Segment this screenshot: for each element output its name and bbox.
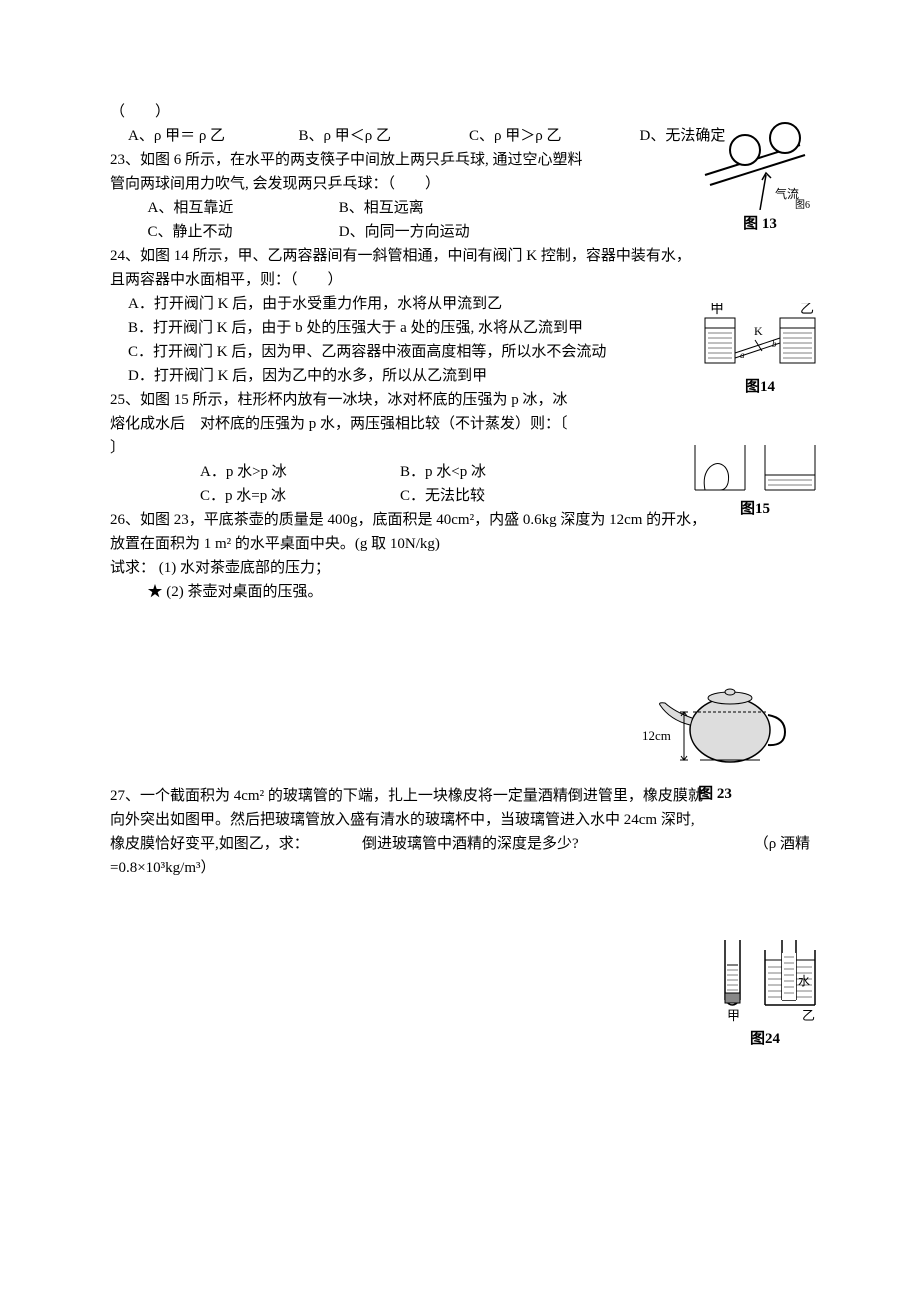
q23-opt-c: C、静止不动 [148, 220, 339, 244]
q26-line2: 放置在面积为 1 m² 的水平桌面中央。(g 取 10N/kg) [110, 532, 810, 556]
figure-23: 12cm 图 23 [640, 670, 790, 806]
q23-opt-a: A、相互靠近 [148, 196, 339, 220]
q23-opts-row2: C、静止不动 D、向同一方向运动 [110, 220, 530, 244]
figure-14-label: 图14 [700, 375, 820, 399]
figure-24: 甲 水 乙 图24 [710, 935, 820, 1051]
q27-l3c: （ρ 酒精 [656, 832, 810, 856]
figure-15-label: 图15 [690, 497, 820, 521]
q24-line2: 且两容器中水面相平，则：（ ） [110, 268, 810, 292]
q25-opts-row1: A．p 水>p 冰 B．p 水<p 冰 [110, 460, 600, 484]
figure-24-svg: 甲 水 乙 [710, 935, 820, 1025]
q25-opt-c: C．p 水=p 冰 [200, 484, 400, 508]
figure-15-svg [690, 445, 820, 495]
figure-24-label: 图24 [710, 1027, 820, 1051]
figure-13-label: 图 13 [700, 212, 820, 236]
prev-opt-c: C、ρ 甲＞ρ 乙 [469, 124, 640, 148]
q26-line3: 试求： (1) 水对茶壶底部的压力； [110, 556, 810, 580]
q25-opt-d: C．无法比较 [400, 484, 600, 508]
q25-opt-b: B．p 水<p 冰 [400, 460, 600, 484]
q23-opt-b: B、相互远离 [339, 196, 530, 220]
figure-15: 图15 [690, 445, 820, 521]
q25-opt-a: A．p 水>p 冰 [200, 460, 400, 484]
q27-line2: 向外突出如图甲。然后把玻璃管放入盛有清水的玻璃杯中，当玻璃管进入水中 24cm … [110, 808, 810, 832]
figure-23-label: 图 23 [640, 782, 790, 806]
q26-line4: ★ (2) 茶壶对桌面的压强。 [110, 580, 810, 604]
figure-13: 气流 图6 图 13 [700, 120, 820, 236]
svg-text:b: b [772, 339, 777, 349]
q24-line1: 24、如图 14 所示，甲、乙两容器间有一斜管相通，中间有阀门 K 控制，容器中… [110, 244, 810, 268]
svg-text:K: K [754, 324, 763, 338]
svg-text:甲: 甲 [710, 303, 724, 317]
q27-line4: =0.8×10³kg/m³） [110, 856, 810, 880]
figure-14: 甲 乙 K a b 图14 [700, 303, 820, 399]
q25-line2: 熔化成水后 对杯底的压强为 p 水，两压强相比较（不计蒸发）则：〔 [110, 412, 810, 436]
figure-13-svg: 气流 图6 [700, 120, 820, 210]
svg-text:12cm: 12cm [642, 728, 671, 743]
q23-opts-row1: A、相互靠近 B、相互远离 [110, 196, 530, 220]
prev-opt-b: B、ρ 甲＜ρ 乙 [299, 124, 470, 148]
svg-text:气流: 气流 [775, 186, 799, 201]
q23-opt-d: D、向同一方向运动 [339, 220, 530, 244]
q27-l3b: 倒进玻璃管中酒精的深度是多少? [362, 832, 656, 856]
q27-line3: 橡皮膜恰好变平,如图乙，求： 倒进玻璃管中酒精的深度是多少? （ρ 酒精 [110, 832, 810, 856]
svg-text:甲: 甲 [727, 1008, 740, 1023]
svg-text:a: a [740, 350, 745, 360]
q25-opts-row2: C．p 水=p 冰 C．无法比较 [110, 484, 600, 508]
figure-23-svg: 12cm [640, 670, 790, 780]
q27-l3a: 橡皮膜恰好变平,如图乙，求： [110, 832, 362, 856]
svg-text:图6: 图6 [795, 199, 810, 210]
svg-text:乙: 乙 [800, 303, 814, 317]
svg-text:水: 水 [798, 974, 810, 988]
prev-opt-a: A、ρ 甲＝ ρ 乙 [128, 124, 299, 148]
figure-14-svg: 甲 乙 K a b [700, 303, 820, 373]
svg-text:乙: 乙 [802, 1008, 815, 1023]
